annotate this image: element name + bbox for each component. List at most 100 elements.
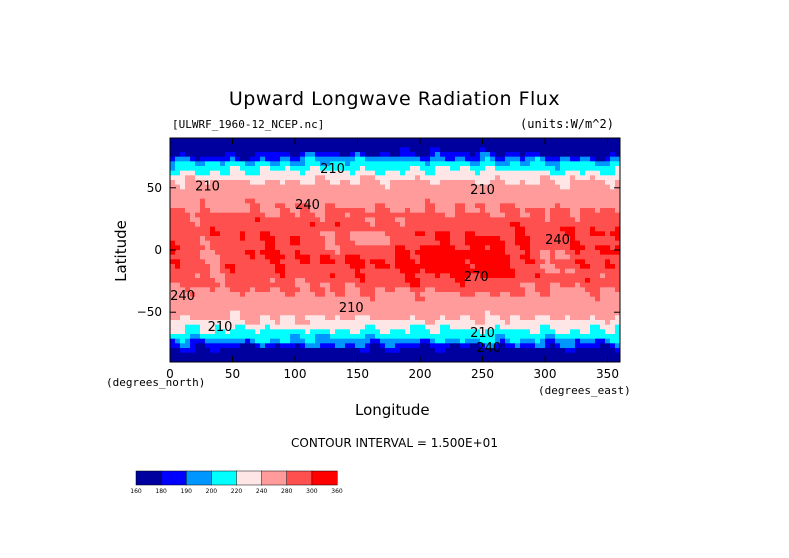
flux-cell bbox=[520, 236, 526, 242]
flux-cell bbox=[375, 348, 381, 354]
flux-cell bbox=[370, 278, 376, 284]
flux-cell bbox=[270, 231, 276, 237]
flux-cell bbox=[575, 357, 581, 363]
flux-cell bbox=[475, 203, 481, 209]
flux-cell bbox=[585, 310, 591, 316]
flux-cell bbox=[230, 180, 236, 186]
flux-cell bbox=[475, 329, 481, 335]
flux-cell bbox=[470, 240, 476, 246]
flux-cell bbox=[195, 357, 201, 363]
flux-cell bbox=[280, 278, 286, 284]
flux-cell bbox=[525, 278, 531, 284]
flux-cell bbox=[360, 292, 366, 298]
flux-cell bbox=[345, 268, 351, 274]
flux-cell bbox=[220, 306, 226, 312]
flux-cell bbox=[370, 142, 376, 148]
flux-cell bbox=[450, 348, 456, 354]
flux-cell bbox=[525, 310, 531, 316]
flux-cell bbox=[240, 231, 246, 237]
flux-cell bbox=[555, 320, 561, 326]
flux-cell bbox=[485, 357, 491, 363]
flux-cell bbox=[610, 259, 616, 265]
flux-cell bbox=[350, 343, 356, 349]
flux-cell bbox=[285, 184, 291, 190]
flux-cell bbox=[245, 352, 251, 358]
flux-cell bbox=[325, 208, 331, 214]
flux-cell bbox=[195, 301, 201, 307]
flux-cell bbox=[450, 138, 456, 144]
flux-cell bbox=[370, 203, 376, 209]
flux-cell bbox=[540, 170, 546, 176]
flux-cell bbox=[425, 152, 431, 158]
flux-cell bbox=[510, 175, 516, 181]
flux-cell bbox=[425, 273, 431, 279]
flux-cell bbox=[285, 166, 291, 172]
flux-cell bbox=[350, 264, 356, 270]
flux-cell bbox=[550, 222, 556, 228]
flux-cell bbox=[350, 259, 356, 265]
flux-cell bbox=[255, 287, 261, 293]
flux-cell bbox=[335, 236, 341, 242]
flux-cell bbox=[200, 320, 206, 326]
flux-cell bbox=[350, 320, 356, 326]
flux-cell bbox=[400, 268, 406, 274]
flux-cell bbox=[485, 259, 491, 265]
flux-cell bbox=[560, 152, 566, 158]
flux-cell bbox=[290, 348, 296, 354]
flux-cell bbox=[405, 222, 411, 228]
flux-cell bbox=[410, 198, 416, 204]
flux-cell bbox=[555, 222, 561, 228]
flux-cell bbox=[195, 147, 201, 153]
flux-cell bbox=[415, 357, 421, 363]
flux-cell bbox=[435, 338, 441, 344]
flux-cell bbox=[615, 152, 621, 158]
flux-cell bbox=[195, 292, 201, 298]
flux-cell bbox=[575, 343, 581, 349]
flux-cell bbox=[530, 217, 536, 223]
flux-cell bbox=[295, 282, 301, 288]
flux-cell bbox=[315, 264, 321, 270]
flux-cell bbox=[175, 166, 181, 172]
flux-cell bbox=[260, 180, 266, 186]
flux-cell bbox=[540, 296, 546, 302]
flux-cell bbox=[260, 348, 266, 354]
flux-cell bbox=[335, 301, 341, 307]
flux-cell bbox=[335, 198, 341, 204]
flux-cell bbox=[590, 161, 596, 167]
flux-cell bbox=[365, 292, 371, 298]
flux-cell bbox=[610, 292, 616, 298]
flux-cell bbox=[555, 254, 561, 260]
flux-cell bbox=[515, 268, 521, 274]
flux-cell bbox=[565, 287, 571, 293]
flux-cell bbox=[560, 208, 566, 214]
flux-cell bbox=[570, 292, 576, 298]
flux-cell bbox=[170, 306, 176, 312]
flux-cell bbox=[390, 240, 396, 246]
flux-cell bbox=[400, 222, 406, 228]
flux-cell bbox=[475, 170, 481, 176]
flux-cell bbox=[190, 180, 196, 186]
flux-cell bbox=[185, 315, 191, 321]
flux-cell bbox=[420, 138, 426, 144]
flux-cell bbox=[405, 357, 411, 363]
flux-cell bbox=[560, 240, 566, 246]
flux-cell bbox=[285, 245, 291, 251]
flux-cell bbox=[595, 170, 601, 176]
flux-cell bbox=[265, 343, 271, 349]
flux-cell bbox=[430, 287, 436, 293]
flux-cell bbox=[450, 208, 456, 214]
flux-cell bbox=[450, 189, 456, 195]
flux-cell bbox=[180, 189, 186, 195]
flux-cell bbox=[190, 287, 196, 293]
flux-cell bbox=[460, 175, 466, 181]
flux-cell bbox=[310, 147, 316, 153]
flux-cell bbox=[615, 156, 621, 162]
flux-cell bbox=[410, 166, 416, 172]
flux-cell bbox=[305, 208, 311, 214]
flux-cell bbox=[295, 226, 301, 232]
flux-cell bbox=[465, 180, 471, 186]
flux-cell bbox=[240, 254, 246, 260]
flux-cell bbox=[225, 217, 231, 223]
flux-cell bbox=[185, 226, 191, 232]
flux-cell bbox=[385, 194, 391, 200]
